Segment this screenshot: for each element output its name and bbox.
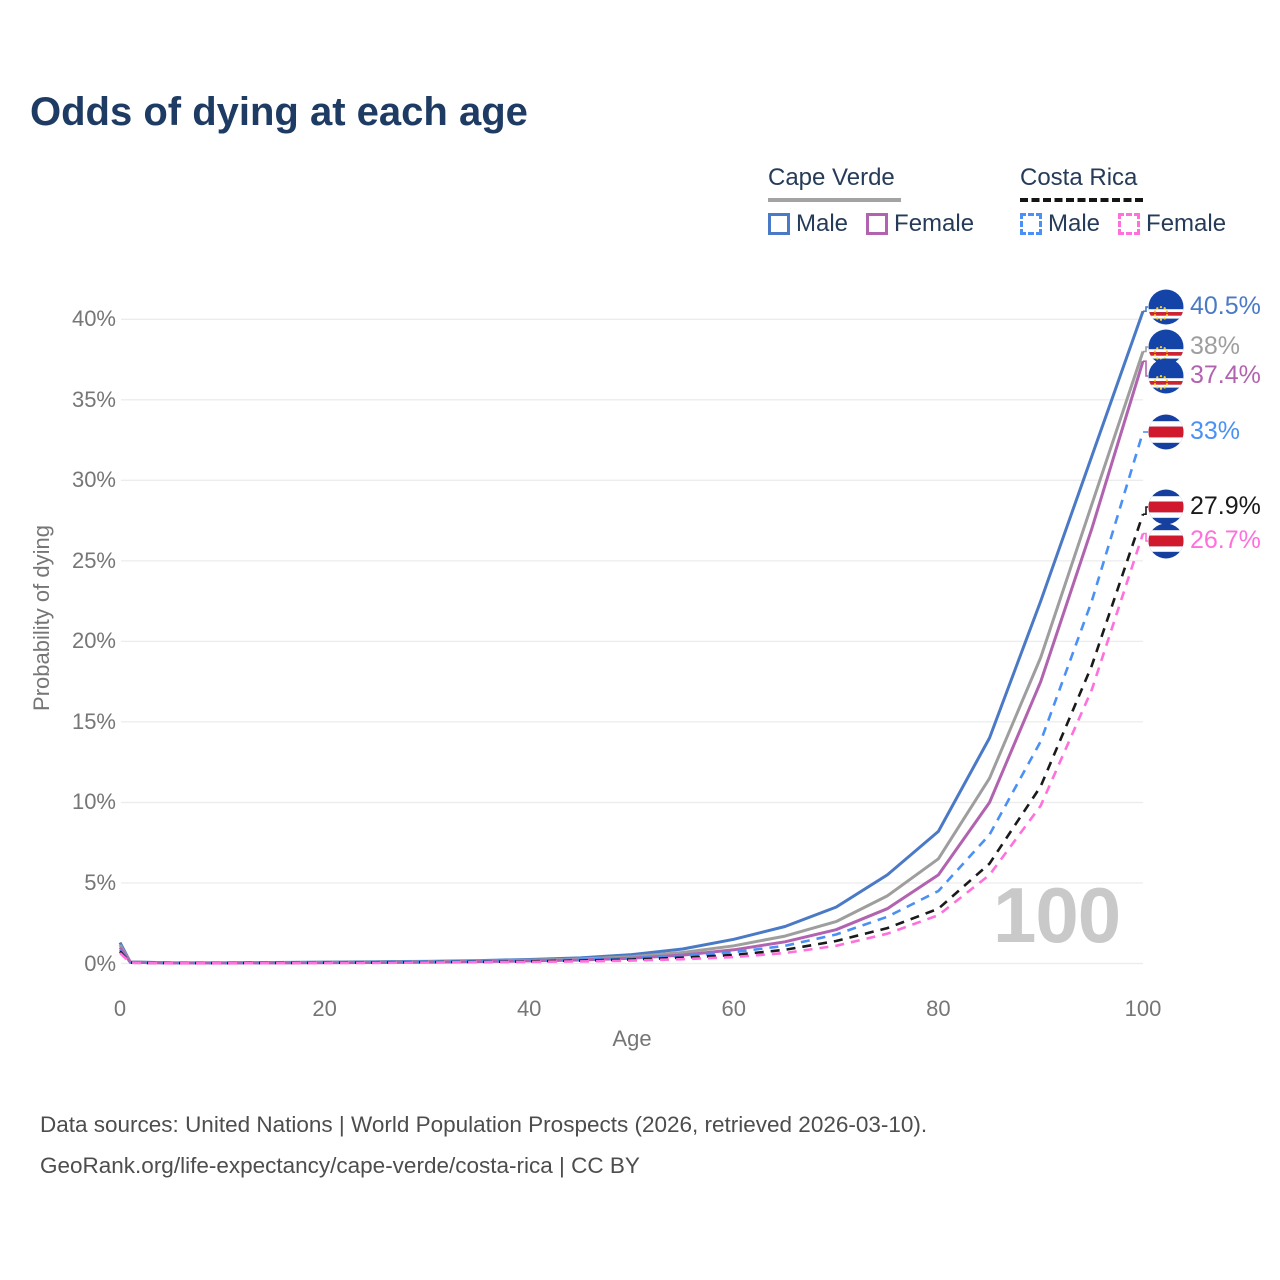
- end-value-label-costa-rica-female: 26.7%: [1190, 526, 1261, 554]
- y-tick-label: 20%: [71, 628, 116, 654]
- costa-rica-female-swatch-icon: [1118, 213, 1141, 235]
- cape-verde-flag-icon: [1148, 358, 1184, 394]
- footer-attribution-line: GeoRank.org/life-expectancy/cape-verde/c…: [40, 1153, 640, 1178]
- end-label-connector: [1143, 532, 1148, 542]
- costa-rica-flag-icon: [1148, 414, 1184, 450]
- y-tick-label: 5%: [84, 869, 116, 895]
- end-label-connector: [1143, 360, 1148, 377]
- legend-item-label: Female: [894, 210, 975, 237]
- age-watermark: 100: [993, 871, 1121, 959]
- cape-verde-male-swatch-icon: [768, 213, 790, 235]
- y-tick-label: 40%: [71, 306, 116, 332]
- footer-sources-line: Data sources: United Nations | World Pop…: [40, 1112, 928, 1137]
- page-title: Odds of dying at each age: [30, 90, 528, 134]
- costa-rica-male-swatch-icon: [1020, 213, 1042, 235]
- x-tick-label: 20: [312, 996, 337, 1021]
- y-tick-label: 30%: [71, 467, 116, 493]
- footer: Data sources: United Nations | World Pop…: [40, 1104, 927, 1186]
- legend-item-costa-rica-female[interactable]: Female: [1118, 210, 1226, 238]
- series-line-cape-verde-female[interactable]: [118, 360, 1145, 965]
- end-label-connector: [1143, 506, 1148, 515]
- costa-rica-flag-icon: [1148, 523, 1184, 559]
- y-tick-label: 15%: [71, 708, 116, 734]
- costa-rica-flag-icon: [1148, 489, 1184, 525]
- legend-items-costa-rica: Male Female: [1020, 210, 1226, 238]
- end-value-label-cape-verde-all: 38%: [1190, 332, 1241, 360]
- legend-country-costa-rica[interactable]: Costa Rica: [1020, 164, 1144, 202]
- end-label-connector: [1143, 306, 1148, 312]
- y-tick-label: 25%: [71, 547, 116, 573]
- legend-item-cape-verde-male[interactable]: Male: [768, 210, 848, 238]
- end-value-label-cape-verde-male: 40.5%: [1190, 292, 1261, 320]
- legend-item-label: Male: [796, 210, 849, 237]
- legend-group-cape-verde: Cape Verde Male Female: [768, 164, 974, 238]
- legend-item-label: Female: [1146, 210, 1227, 237]
- chart-plot-area: [118, 306, 1148, 965]
- x-axis-title: Age: [612, 1026, 652, 1051]
- y-tick-label: 0%: [84, 950, 116, 976]
- y-tick-label: 35%: [71, 386, 116, 412]
- legend-items-cape-verde: Male Female: [768, 210, 974, 238]
- legend-group-costa-rica: Costa Rica Male Female: [1020, 164, 1226, 238]
- end-value-label-cape-verde-female: 37.4%: [1190, 361, 1261, 389]
- cape-verde-flag-icon: [1148, 289, 1184, 325]
- x-tick-label: 40: [516, 996, 542, 1021]
- legend-item-cape-verde-female[interactable]: Female: [866, 210, 974, 238]
- series-line-cape-verde-all[interactable]: [118, 351, 1145, 965]
- x-tick-label: 80: [926, 996, 951, 1021]
- y-tick-label: 10%: [71, 789, 116, 815]
- x-tick-label: 60: [721, 996, 747, 1021]
- end-label-connector: [1143, 346, 1148, 353]
- x-tick-label: 100: [1124, 996, 1162, 1021]
- x-tick-label: 0: [113, 996, 127, 1021]
- legend-item-costa-rica-male[interactable]: Male: [1020, 210, 1100, 238]
- legend-country-cape-verde[interactable]: Cape Verde: [768, 164, 901, 202]
- end-value-label-costa-rica-all: 27.9%: [1190, 492, 1261, 520]
- end-value-label-costa-rica-male: 33%: [1190, 417, 1241, 445]
- cape-verde-female-swatch-icon: [866, 213, 889, 235]
- series-line-costa-rica-female[interactable]: [119, 533, 1145, 965]
- legend-item-label: Male: [1048, 210, 1101, 237]
